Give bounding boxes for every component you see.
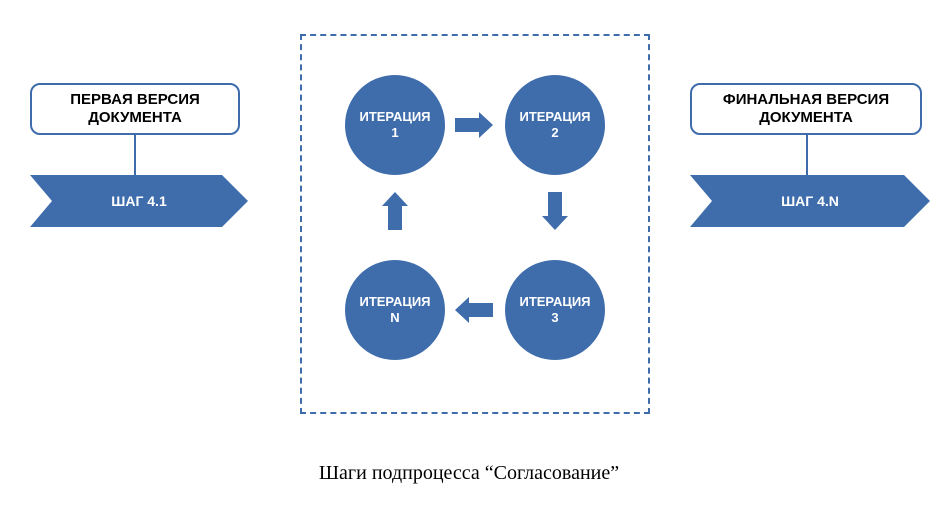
final-version-line1: ФИНАЛЬНАЯ ВЕРСИЯ xyxy=(692,91,920,109)
step-left-label: ШАГ 4.1 xyxy=(111,193,166,209)
final-version-line2: ДОКУМЕНТА xyxy=(692,109,920,127)
first-version-line2: ДОКУМЕНТА xyxy=(32,109,238,127)
first-version-line1: ПЕРВАЯ ВЕРСИЯ xyxy=(32,91,238,109)
arrow-left-icon xyxy=(455,297,493,323)
iteration-2-num: 2 xyxy=(551,125,558,141)
left-connector xyxy=(134,135,136,175)
diagram-caption: Шаги подпроцесса “Согласование” xyxy=(0,462,938,485)
iteration-2-label: ИТЕРАЦИЯ xyxy=(519,109,590,125)
iteration-circle-n: ИТЕРАЦИЯ N xyxy=(345,260,445,360)
iteration-circle-1: ИТЕРАЦИЯ 1 xyxy=(345,75,445,175)
iteration-1-label: ИТЕРАЦИЯ xyxy=(359,109,430,125)
iteration-n-label: ИТЕРАЦИЯ xyxy=(359,294,430,310)
arrow-right-icon xyxy=(455,112,493,138)
step-right-label: ШАГ 4.N xyxy=(781,193,839,209)
iteration-3-label: ИТЕРАЦИЯ xyxy=(519,294,590,310)
iteration-n-num: N xyxy=(390,310,399,326)
final-version-box: ФИНАЛЬНАЯ ВЕРСИЯ ДОКУМЕНТА xyxy=(690,83,922,135)
iteration-container xyxy=(300,34,650,414)
iteration-circle-2: ИТЕРАЦИЯ 2 xyxy=(505,75,605,175)
arrow-down-icon xyxy=(542,192,568,230)
arrow-up-icon xyxy=(382,192,408,230)
iteration-circle-3: ИТЕРАЦИЯ 3 xyxy=(505,260,605,360)
first-version-box: ПЕРВАЯ ВЕРСИЯ ДОКУМЕНТА xyxy=(30,83,240,135)
step-arrow-left: ШАГ 4.1 xyxy=(30,175,248,227)
right-connector xyxy=(806,135,808,175)
iteration-3-num: 3 xyxy=(551,310,558,326)
iteration-1-num: 1 xyxy=(391,125,398,141)
step-arrow-right: ШАГ 4.N xyxy=(690,175,930,227)
